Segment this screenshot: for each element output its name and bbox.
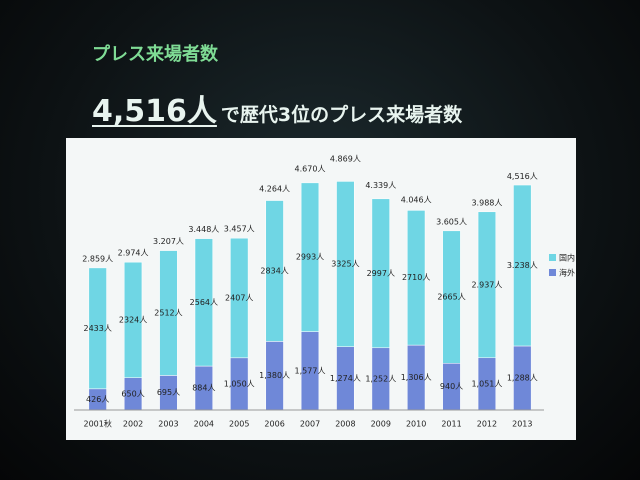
segment-label: 2710人 xyxy=(402,273,430,282)
segment-label: 2433人 xyxy=(84,324,112,333)
bar-segment xyxy=(513,184,532,347)
legend-label: 海外 xyxy=(559,268,575,278)
x-tick-label: 2006 xyxy=(264,420,284,429)
segment-label: 1,252人 xyxy=(365,374,396,383)
x-tick-label: 2001秋 xyxy=(84,419,112,429)
total-label: 4.670人 xyxy=(295,164,326,173)
segment-label: 1,577人 xyxy=(295,366,326,375)
segment-label: 884人 xyxy=(192,384,215,393)
total-label: 2.974人 xyxy=(118,249,149,258)
x-tick-label: 2013 xyxy=(512,420,532,429)
total-label: 4.046人 xyxy=(401,195,432,204)
total-label: 3.988人 xyxy=(471,198,502,207)
bar-segment xyxy=(88,267,107,390)
bar-segment xyxy=(159,250,178,376)
x-tick-label: 2004 xyxy=(194,420,214,429)
bar-segment xyxy=(442,230,461,364)
bar-segment xyxy=(300,182,320,332)
total-label: 3.207人 xyxy=(153,237,184,246)
x-tick-label: 2009 xyxy=(371,420,391,429)
bar-segment xyxy=(371,198,390,349)
segment-label: 2993人 xyxy=(296,253,324,262)
segment-label: 2512人 xyxy=(154,309,182,318)
headline-number: 4,516人 xyxy=(92,94,217,129)
x-tick-label: 2007 xyxy=(300,420,320,429)
total-label: 3.448人 xyxy=(188,225,219,234)
headline-text: で歴代3位のプレス来場者数 xyxy=(220,104,463,126)
segment-label: 1,274人 xyxy=(330,374,361,383)
segment-label: 2407人 xyxy=(225,293,253,302)
segment-label: 3.238人 xyxy=(507,261,538,270)
bar-segment xyxy=(407,210,426,346)
segment-label: 1,051人 xyxy=(471,379,502,388)
headline: 4,516人 で歴代3位のプレス来場者数 xyxy=(92,86,462,130)
segment-label: 1,380人 xyxy=(259,371,290,380)
segment-label: 940人 xyxy=(440,382,463,391)
x-tick-label: 2005 xyxy=(229,420,249,429)
legend-swatch xyxy=(549,269,556,276)
total-label: 2.859人 xyxy=(82,254,113,263)
segment-label: 2324人 xyxy=(119,315,147,324)
bar-segment xyxy=(477,211,497,359)
bar-segment xyxy=(336,181,355,347)
legend-swatch xyxy=(549,254,556,261)
total-label: 4.869人 xyxy=(330,155,361,164)
segment-label: 1,288人 xyxy=(507,373,538,382)
bar-segment xyxy=(194,238,213,367)
x-tick-label: 2008 xyxy=(335,420,355,429)
legend-label: 国内 xyxy=(559,253,575,263)
segment-label: 695人 xyxy=(157,388,180,397)
segment-label: 2834人 xyxy=(260,266,288,275)
segment-label: 3325人 xyxy=(331,260,359,269)
segment-label: 1,050人 xyxy=(224,379,255,388)
segment-label: 2.937人 xyxy=(471,280,502,289)
segment-label: 2997人 xyxy=(367,269,395,278)
total-label: 4,516人 xyxy=(507,172,538,181)
x-tick-label: 2012 xyxy=(477,420,497,429)
bar-segment xyxy=(123,261,143,378)
x-tick-label: 2002 xyxy=(123,420,143,429)
bar-segment xyxy=(265,200,284,342)
x-tick-label: 2003 xyxy=(158,420,178,429)
x-tick-label: 2011 xyxy=(441,420,461,429)
segment-label: 650人 xyxy=(121,389,144,398)
bar-segment xyxy=(230,237,249,359)
x-tick-label: 2010 xyxy=(406,420,426,429)
segment-label: 2564人 xyxy=(190,298,218,307)
total-label: 4.339人 xyxy=(365,181,396,190)
slide-title: プレス来場者数 xyxy=(92,44,218,65)
total-label: 4.264人 xyxy=(259,185,290,194)
segment-label: 426人 xyxy=(86,395,109,404)
total-label: 3.457人 xyxy=(224,225,255,234)
total-label: 3.605人 xyxy=(436,217,467,226)
segment-label: 2665人 xyxy=(437,293,465,302)
segment-label: 1,306人 xyxy=(401,373,432,382)
